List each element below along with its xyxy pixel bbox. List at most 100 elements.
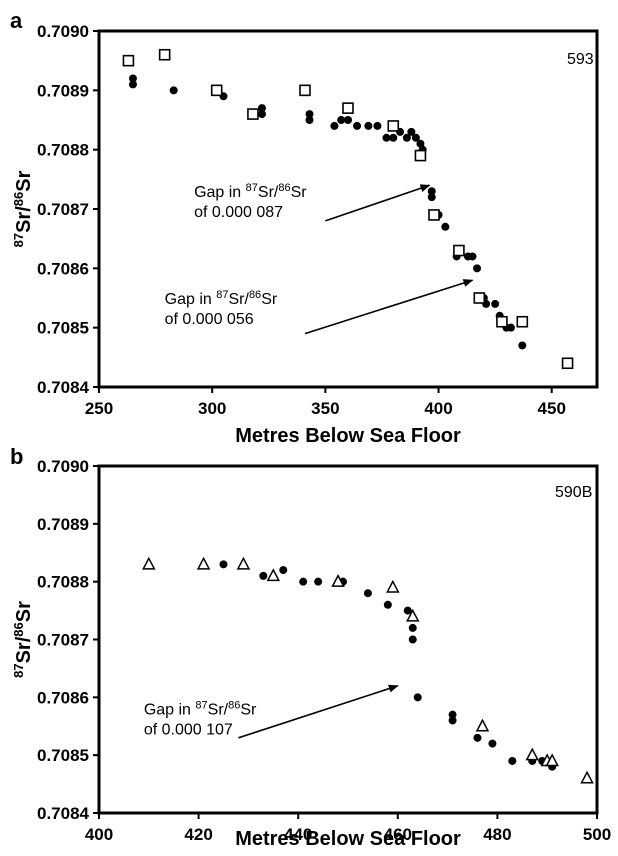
panel-letter: a — [10, 8, 23, 33]
x-tick-label: 400 — [85, 825, 113, 844]
data-point-open-square — [210, 84, 223, 97]
y-tick-label: 0.7090 — [37, 22, 89, 41]
data-point-filled-circle — [413, 693, 422, 702]
y-tick-label: 0.7088 — [37, 141, 89, 160]
data-point-filled-circle — [344, 116, 352, 124]
data-point-open-triangle — [525, 747, 539, 761]
y-axis-label: 87Sr/86Sr — [11, 601, 35, 678]
data-point-open-square — [387, 120, 400, 132]
y-tick-label: 0.7084 — [37, 804, 90, 823]
data-point-filled-circle — [427, 193, 436, 202]
data-point-filled-circle — [128, 80, 137, 89]
data-point-open-triangle — [236, 556, 251, 570]
x-tick-label: 300 — [198, 399, 226, 418]
data-point-open-square — [342, 102, 354, 114]
y-tick-label: 0.7085 — [37, 319, 89, 338]
data-point-filled-circle — [279, 566, 288, 575]
plot-frame — [97, 464, 599, 815]
panel-a: a 593 250 300 350 400 450 0.7084 0.7085 0.7086 0.7… — [10, 8, 599, 447]
data-point-open-square — [516, 315, 529, 328]
y-tick-label: 0.7089 — [37, 81, 89, 100]
data-point-open-triangle — [266, 568, 281, 582]
data-point-filled-circle — [337, 116, 346, 124]
annotation-line-2: of 0.000 056 — [165, 311, 254, 328]
y-tick-label: 0.7087 — [37, 631, 89, 650]
annotation-arrow — [238, 684, 399, 739]
data-point-filled-circle — [363, 589, 372, 598]
x-tick-label: 420 — [184, 825, 212, 844]
data-point-filled-circle — [408, 623, 417, 632]
data-point-filled-circle — [403, 606, 412, 615]
data-point-open-triangle — [386, 579, 400, 593]
plot-frame — [97, 29, 599, 389]
data-point-filled-circle — [257, 110, 266, 119]
x-tick-label: 460 — [384, 825, 412, 844]
annotation-line-1: Gap in 87Sr/86Sr — [165, 289, 278, 308]
data-point-open-square — [158, 48, 171, 61]
x-tick-label: 450 — [538, 399, 566, 418]
data-point-filled-circle — [441, 222, 450, 231]
annotation-line-2: of 0.000 107 — [144, 722, 233, 739]
annotation-line-2: of 0.000 087 — [194, 204, 283, 221]
data-point-open-triangle — [196, 556, 211, 570]
data-point-filled-circle — [305, 110, 314, 119]
y-tick-label: 0.7089 — [37, 515, 89, 534]
data-point-filled-circle — [506, 323, 515, 332]
data-point-open-square — [247, 108, 259, 120]
data-point-open-triangle — [580, 770, 594, 784]
data-point-filled-circle — [473, 264, 482, 273]
data-point-filled-circle — [408, 635, 417, 644]
data-point-open-square — [428, 209, 440, 221]
data-point-filled-circle — [468, 252, 477, 261]
data-point-filled-circle — [473, 733, 482, 742]
data-point-open-triangle — [142, 556, 156, 570]
data-point-open-square — [122, 54, 135, 67]
data-point-open-square — [414, 149, 427, 162]
x-tick-label: 350 — [311, 399, 339, 418]
data-point-filled-circle — [257, 104, 266, 113]
data-point-filled-circle — [411, 133, 420, 142]
x-tick-label: 440 — [284, 825, 312, 844]
data-point-filled-circle — [305, 116, 314, 124]
data-point-filled-circle — [491, 299, 500, 308]
data-point-filled-circle — [169, 86, 178, 95]
site-label: 590B — [555, 484, 592, 501]
data-point-filled-circle — [383, 600, 392, 609]
data-point-open-triangle — [331, 574, 345, 587]
data-point-filled-circle — [373, 121, 382, 130]
data-point-filled-circle — [259, 571, 268, 580]
data-point-filled-circle — [389, 133, 398, 142]
x-tick-label: 400 — [424, 399, 452, 418]
data-point-filled-circle — [219, 560, 228, 569]
data-point-filled-circle — [128, 74, 137, 83]
data-point-open-square — [473, 292, 486, 304]
data-point-open-square — [561, 357, 574, 370]
data-point-filled-circle — [314, 577, 323, 586]
data-point-filled-circle — [364, 121, 373, 130]
y-tick-label: 0.7086 — [37, 688, 89, 707]
data-point-filled-circle — [407, 127, 416, 136]
annotation-line-1: Gap in 87Sr/86Sr — [194, 182, 307, 201]
y-tick-label: 0.7086 — [37, 259, 89, 278]
data-point-open-square — [453, 244, 465, 257]
data-point-filled-circle — [508, 756, 517, 765]
x-tick-label: 480 — [483, 825, 511, 844]
data-point-filled-circle — [402, 133, 411, 142]
y-tick-label: 0.7090 — [37, 457, 89, 476]
y-axis-label: 87Sr/86Sr — [11, 170, 35, 247]
panel-letter: b — [10, 444, 23, 469]
data-point-filled-circle — [488, 739, 497, 748]
x-axis-label: Metres Below Sea Floor — [235, 425, 461, 447]
annotation-arrow — [325, 184, 431, 222]
annotation-arrow — [304, 279, 474, 335]
data-point-filled-circle — [382, 133, 391, 142]
data-point-filled-circle — [448, 710, 457, 719]
site-label: 593 — [567, 51, 594, 68]
y-tick-label: 0.7084 — [37, 378, 90, 397]
data-point-open-triangle — [475, 718, 490, 732]
data-point-open-square — [299, 84, 311, 97]
data-point-open-triangle — [406, 608, 420, 622]
x-tick-label: 250 — [85, 399, 113, 418]
panel-b: b 590B 400 420 440 460 480 500 0.7084 0.7085 0.708… — [10, 444, 611, 850]
